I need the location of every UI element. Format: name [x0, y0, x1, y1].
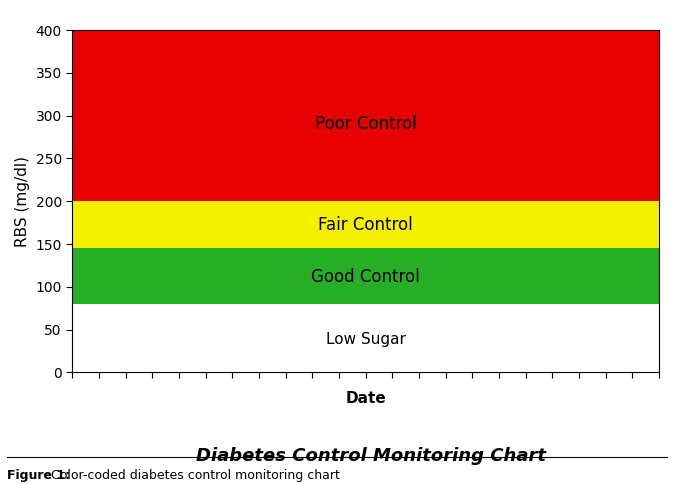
Text: Diabetes Control Monitoring Chart: Diabetes Control Monitoring Chart [195, 447, 546, 465]
Text: Poor Control: Poor Control [315, 115, 417, 133]
Bar [72, 30, 659, 201]
Bar [72, 201, 659, 248]
Text: Good Control: Good Control [311, 268, 420, 286]
Text: Fair Control: Fair Control [318, 216, 413, 234]
Text: Color-coded diabetes control monitoring chart: Color-coded diabetes control monitoring … [51, 469, 340, 482]
X-axis label: Date: Date [345, 391, 386, 406]
Bar [72, 248, 659, 304]
Y-axis label: RBS (mg/dl): RBS (mg/dl) [15, 156, 30, 247]
Text: Low Sugar: Low Sugar [326, 333, 406, 348]
Text: Figure 1:: Figure 1: [7, 469, 74, 482]
